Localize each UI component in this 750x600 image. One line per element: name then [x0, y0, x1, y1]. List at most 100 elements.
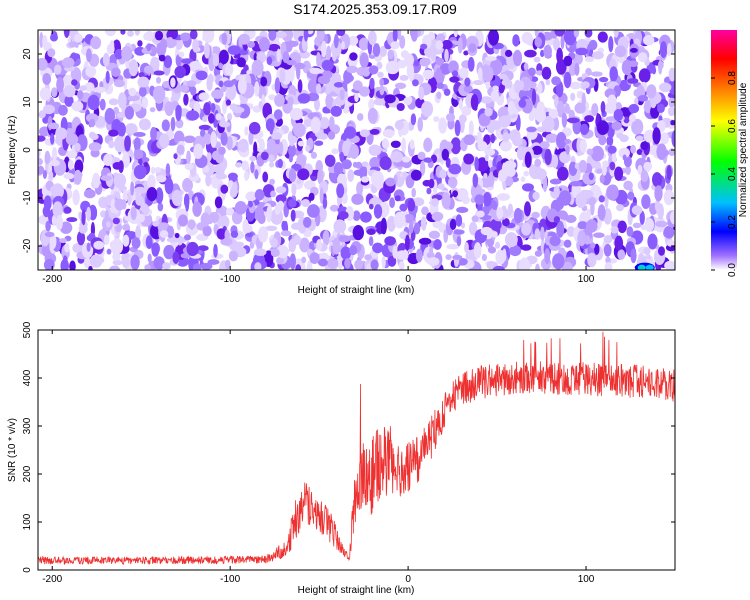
- snr-y-axis-label: SNR (10 * v/v): [7, 418, 18, 482]
- heatmap-cell: [560, 34, 565, 50]
- colorbar-tick-label: 0.4: [727, 167, 738, 181]
- heatmap-cell: [534, 30, 539, 38]
- heatmap-cell: [253, 141, 258, 156]
- heatmap-cell: [270, 248, 280, 258]
- heatmap-cell: [150, 166, 156, 175]
- heatmap-cell: [646, 84, 657, 99]
- heatmap-cell: [614, 166, 624, 181]
- heatmap-cell: [617, 220, 627, 234]
- heatmap-cell: [622, 154, 627, 161]
- heatmap-hotspot-core: [645, 264, 654, 270]
- heatmap-cell: [159, 230, 169, 238]
- heatmap-cell: [580, 189, 594, 199]
- heatmap-cell: [512, 49, 523, 67]
- heatmap-cell: [154, 30, 164, 41]
- heatmap-cell: [588, 172, 594, 181]
- heatmap-cell: [453, 229, 465, 235]
- heatmap-cell: [293, 122, 306, 138]
- heatmap-cell: [41, 244, 50, 257]
- heatmap-cell: [534, 250, 543, 257]
- heatmap-cell: [481, 178, 492, 188]
- heatmap-cell: [344, 74, 354, 83]
- heatmap-y-axis-label: Frequency (Hz): [7, 116, 18, 185]
- heatmap-cell: [603, 243, 612, 257]
- heatmap-cell: [265, 118, 275, 132]
- heatmap-cell: [188, 256, 194, 270]
- y-tick-label: 10: [22, 96, 33, 108]
- heatmap-cell: [225, 259, 231, 270]
- heatmap-cell: [448, 60, 459, 74]
- heatmap-cell: [237, 138, 249, 153]
- heatmap-cell: [657, 60, 664, 70]
- heatmap-cell: [638, 68, 651, 83]
- heatmap-cell: [399, 35, 406, 49]
- heatmap-cell: [500, 140, 512, 152]
- heatmap-cell: [442, 141, 454, 151]
- heatmap-cell: [242, 111, 250, 118]
- heatmap-cell: [208, 113, 215, 124]
- heatmap-cell: [492, 85, 499, 91]
- heatmap-cell: [513, 207, 523, 224]
- heatmap-cell: [412, 197, 425, 207]
- heatmap-cell: [347, 169, 355, 182]
- heatmap-cell: [521, 222, 532, 236]
- heatmap-cell: [488, 159, 493, 168]
- heatmap-cell: [87, 94, 100, 111]
- heatmap-cell: [553, 185, 560, 197]
- heatmap-cell: [342, 79, 348, 90]
- heatmap-cell: [423, 137, 433, 153]
- heatmap-cell: [244, 126, 249, 136]
- heatmap-cell: [63, 30, 70, 38]
- heatmap-cell: [121, 256, 130, 269]
- heatmap-cell: [184, 234, 191, 241]
- heatmap-cell: [423, 157, 433, 163]
- heatmap-cell: [637, 95, 649, 102]
- heatmap-cell: [408, 96, 413, 104]
- heatmap-cell: [357, 113, 364, 121]
- heatmap-cell: [202, 34, 207, 41]
- heatmap-cell: [72, 242, 85, 254]
- heatmap-cell: [623, 116, 630, 124]
- heatmap-cell: [366, 228, 376, 235]
- heatmap-cell: [262, 171, 269, 183]
- heatmap-cell: [488, 30, 499, 46]
- heatmap-cell: [505, 176, 514, 187]
- heatmap-cell: [470, 94, 479, 111]
- heatmap-cell: [640, 170, 649, 183]
- heatmap-cell: [609, 66, 618, 82]
- heatmap-cell: [647, 233, 658, 250]
- heatmap-cell: [122, 152, 130, 168]
- heatmap-cell: [340, 246, 352, 260]
- heatmap-cell: [526, 126, 537, 133]
- heatmap-cell: [503, 160, 517, 170]
- heatmap-cell: [254, 81, 260, 97]
- heatmap-cell: [412, 79, 419, 87]
- colorbar-tick-label: 0.0: [727, 263, 738, 277]
- heatmap-cell: [305, 145, 311, 153]
- heatmap-cell: [627, 78, 639, 84]
- heatmap-cell: [535, 263, 540, 270]
- heatmap-cell: [534, 36, 542, 48]
- heatmap-cell: [245, 191, 257, 202]
- heatmap-cell: [237, 77, 247, 95]
- heatmap-cell: [52, 201, 63, 218]
- heatmap-cell: [51, 214, 57, 227]
- heatmap-cell: [276, 48, 281, 63]
- heatmap-cell: [364, 254, 372, 261]
- heatmap-cell: [120, 30, 126, 35]
- heatmap-cell: [151, 242, 160, 257]
- heatmap-cell: [381, 256, 386, 269]
- heatmap-cell: [415, 248, 423, 263]
- heatmap-cell: [274, 204, 281, 215]
- snr-plot-area: [38, 330, 675, 570]
- heatmap-cell: [497, 193, 510, 201]
- heatmap-cell: [664, 260, 675, 270]
- heatmap-cell: [156, 42, 167, 56]
- heatmap-cell: [352, 210, 361, 221]
- heatmap-cell: [276, 245, 289, 259]
- heatmap-cell: [584, 115, 594, 123]
- heatmap-cell: [69, 260, 76, 270]
- heatmap-cell: [396, 103, 405, 111]
- heatmap-cell: [650, 98, 657, 109]
